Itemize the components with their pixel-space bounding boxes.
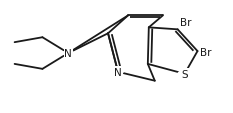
Text: N: N — [64, 49, 72, 59]
Text: N: N — [114, 67, 122, 77]
Text: Br: Br — [180, 18, 192, 28]
Circle shape — [63, 51, 73, 56]
Text: S: S — [181, 69, 188, 79]
Circle shape — [178, 71, 191, 77]
Text: Br: Br — [200, 48, 212, 58]
Circle shape — [113, 70, 123, 75]
